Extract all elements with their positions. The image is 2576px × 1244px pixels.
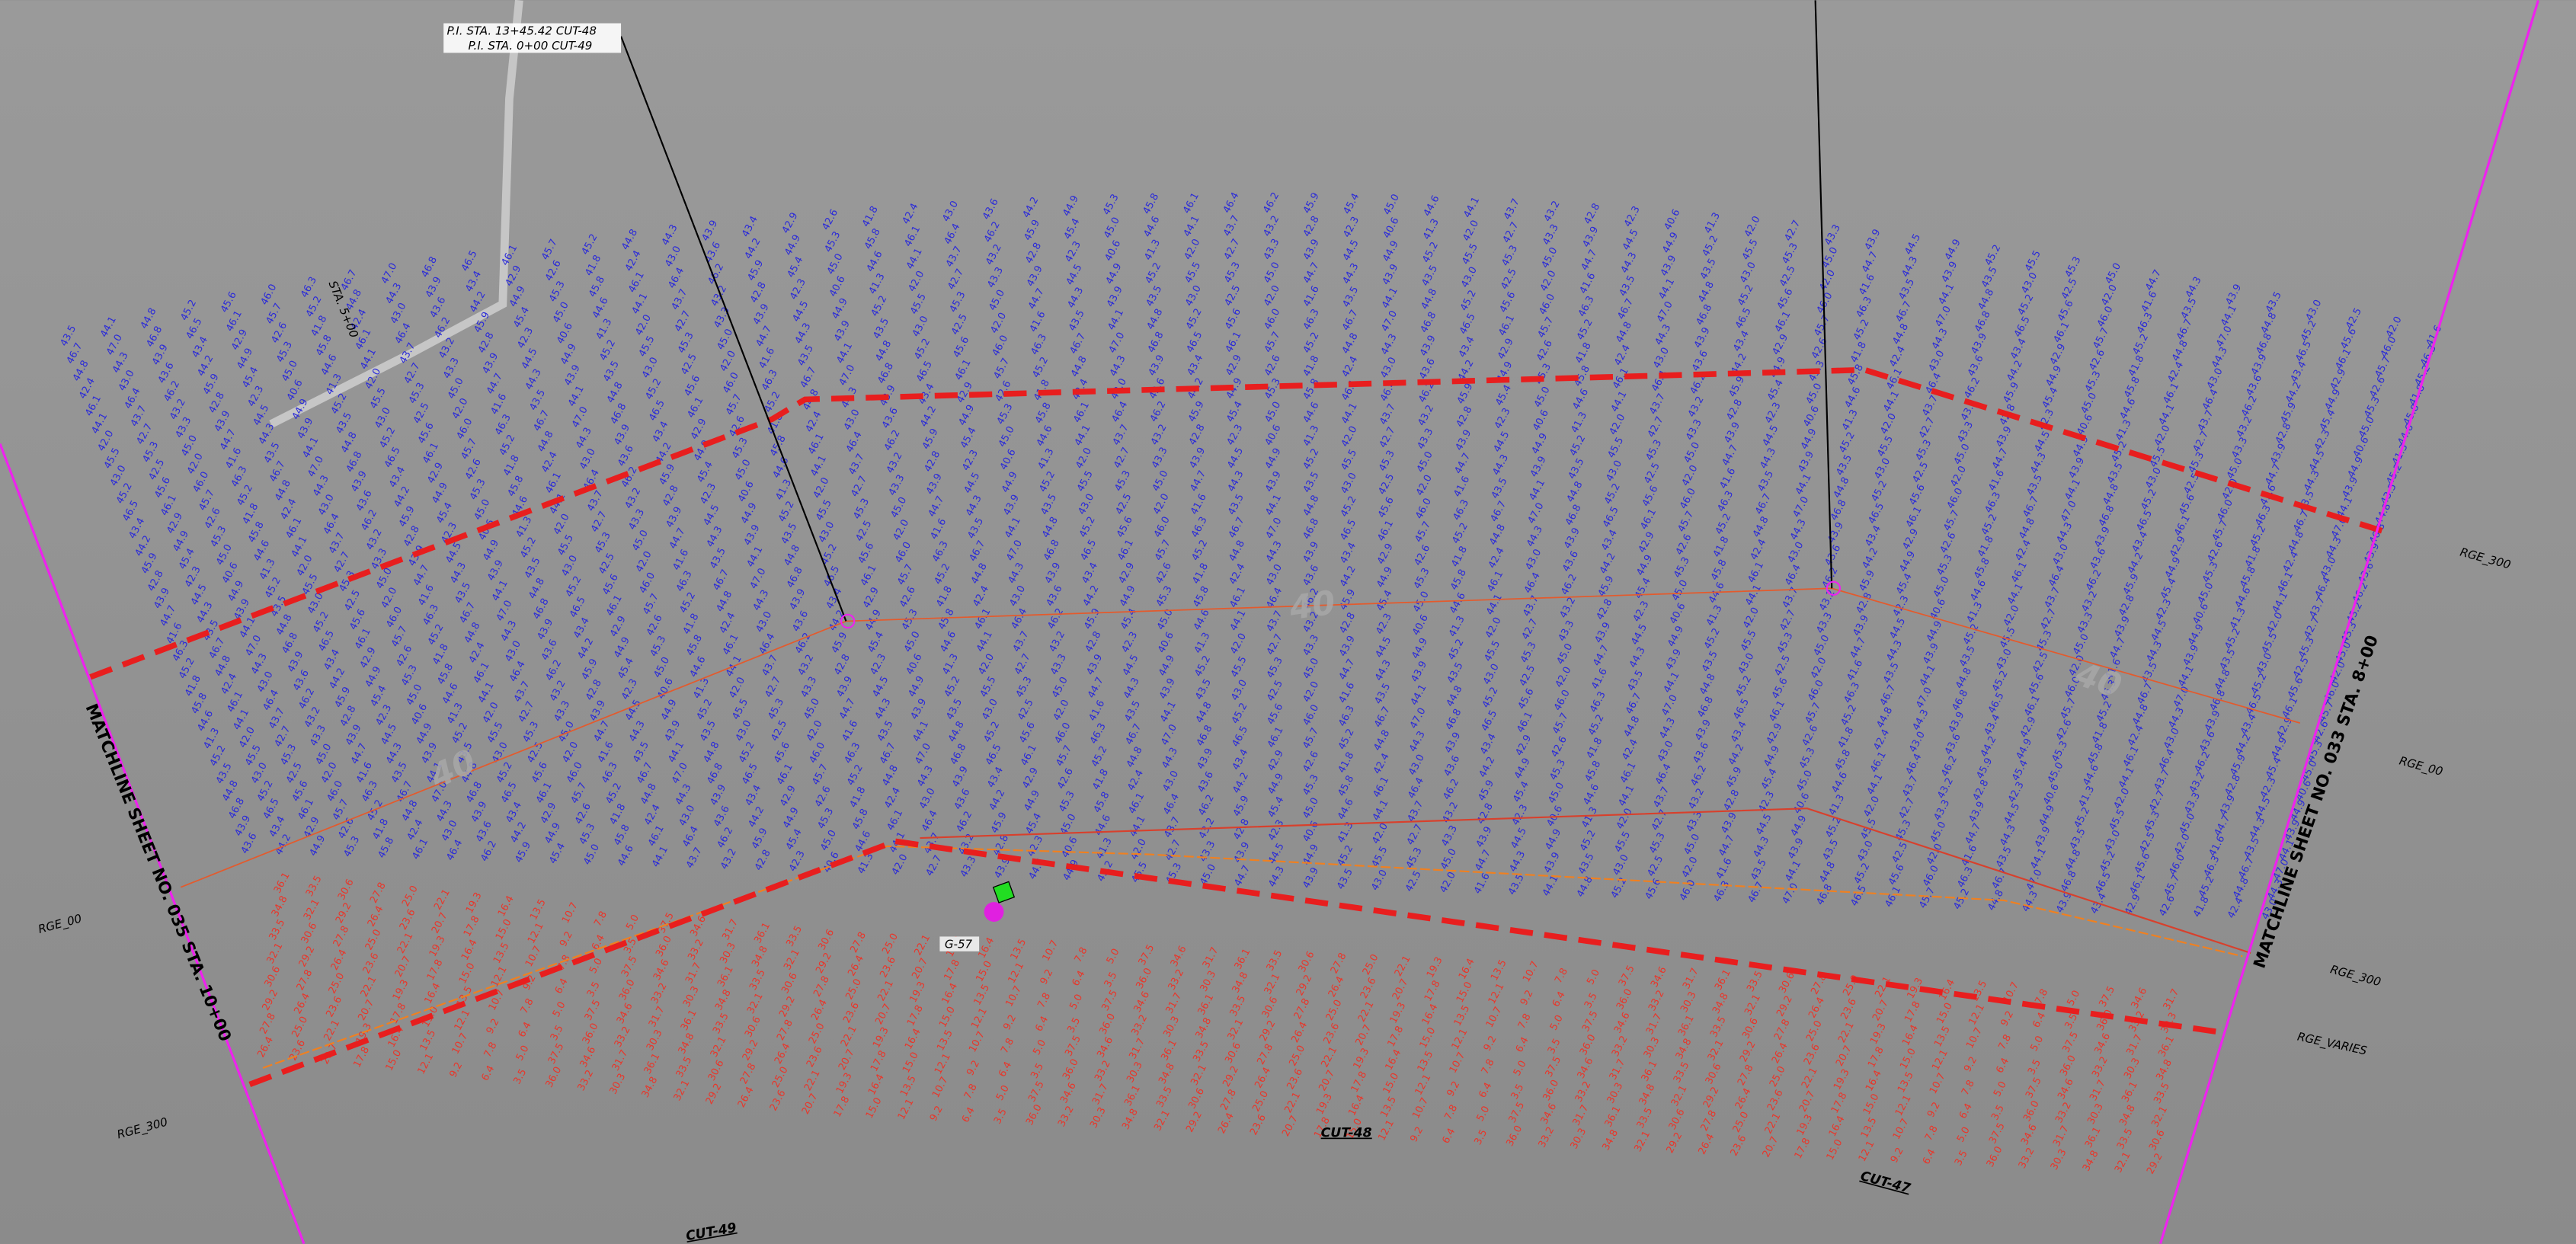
gauge-marker: [984, 902, 1004, 923]
cut-label: CUT-48: [1321, 1125, 1372, 1140]
callout: P.I. STA. 13+45.42 CUT-48: [447, 24, 597, 38]
callout: P.I. STA. 0+00 CUT-49: [469, 39, 593, 53]
road: [269, 0, 523, 428]
gauge-label: G-57: [945, 938, 973, 951]
contour-label: 40: [1286, 584, 1337, 628]
